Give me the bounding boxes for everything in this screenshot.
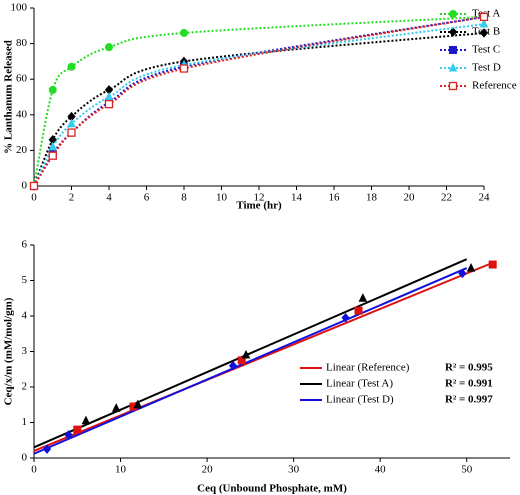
y-tick-label: 80	[16, 37, 28, 49]
marker	[228, 360, 238, 371]
fit-line	[33, 258, 468, 449]
x-tick-label: 40	[375, 464, 387, 476]
marker	[64, 430, 73, 440]
marker	[448, 27, 458, 37]
marker	[479, 12, 489, 22]
marker	[81, 415, 91, 425]
marker	[488, 260, 497, 269]
marker	[448, 62, 458, 72]
y-tick-label: 6	[22, 239, 28, 251]
x-tick-label: 8	[181, 192, 187, 204]
y-tick-label: 5	[22, 274, 28, 286]
x-tick-label: 12	[254, 192, 265, 204]
marker	[341, 313, 350, 323]
series-line	[33, 23, 485, 187]
x-tick-label: 14	[291, 192, 303, 204]
fit-line	[33, 267, 468, 455]
marker	[104, 99, 114, 109]
legend-label: Reference	[472, 80, 517, 92]
marker	[479, 28, 489, 38]
x-tick-label: 20	[404, 192, 416, 204]
y-axis-label: % Lanthanum Released	[3, 40, 15, 154]
marker	[179, 64, 189, 73]
marker	[358, 293, 368, 302]
r-squared: R² = 0.991	[445, 378, 493, 390]
marker	[448, 81, 458, 91]
marker	[48, 151, 57, 160]
marker	[73, 425, 82, 434]
marker	[29, 181, 39, 191]
legend-label: Test B	[472, 26, 500, 38]
series-line	[33, 15, 485, 187]
marker	[180, 28, 188, 37]
y-tick-label: 100	[11, 2, 28, 14]
marker	[133, 399, 143, 409]
r-squared: R² = 0.997	[445, 394, 493, 406]
x-tick-label: 20	[202, 464, 214, 476]
x-tick-label: 4	[106, 192, 112, 204]
y-tick-label: 40	[16, 108, 28, 120]
x-tick-label: 0	[31, 192, 37, 204]
x-tick-label: 18	[366, 192, 378, 204]
series-line	[33, 15, 485, 187]
y-tick-label: 2	[22, 381, 28, 393]
legend-label: Linear (Test D)	[326, 394, 394, 406]
marker	[466, 262, 476, 272]
marker	[105, 43, 113, 52]
x-axis-label: Ceq (Unbound Phosphate, mM)	[197, 483, 347, 495]
marker	[241, 349, 251, 359]
legend-label: Test D	[472, 62, 501, 74]
r-squared: R² = 0.995	[445, 362, 493, 374]
y-axis-label: Ceq/x/m (mM/mol/gm)	[3, 297, 15, 405]
marker	[354, 306, 363, 315]
y-tick-label: 60	[16, 73, 28, 85]
legend-label: Linear (Reference)	[326, 362, 410, 374]
x-tick-label: 10	[216, 192, 228, 204]
y-tick-label: 0	[22, 180, 28, 192]
x-tick-label: 6	[144, 192, 150, 204]
x-axis-label: Time (hr)	[236, 200, 282, 212]
marker	[42, 444, 52, 454]
x-tick-label: 2	[69, 192, 75, 204]
marker	[479, 18, 489, 28]
fit-line	[33, 261, 494, 452]
legend-label: Test C	[472, 44, 500, 56]
y-tick-label: 4	[22, 310, 28, 322]
x-tick-label: 22	[441, 192, 452, 204]
marker	[67, 62, 76, 71]
series-line	[33, 15, 485, 187]
x-tick-label: 10	[115, 464, 127, 476]
y-tick-label: 20	[16, 144, 28, 156]
x-tick-label: 30	[288, 464, 300, 476]
marker	[48, 141, 58, 151]
marker	[67, 118, 76, 128]
marker	[237, 356, 246, 365]
y-tick-label: 1	[22, 416, 28, 428]
marker	[111, 403, 121, 412]
marker	[449, 46, 457, 54]
marker	[458, 268, 467, 279]
y-tick-label: 3	[22, 345, 28, 357]
x-tick-label: 16	[329, 192, 341, 204]
y-tick-label: 0	[22, 452, 28, 464]
series-line	[33, 31, 485, 187]
x-tick-label: 50	[461, 464, 473, 476]
legend-label: Linear (Test A)	[326, 378, 393, 390]
marker	[67, 128, 76, 137]
x-tick-label: 0	[31, 464, 37, 476]
marker	[48, 85, 57, 94]
x-tick-label: 24	[479, 192, 491, 204]
marker	[449, 10, 457, 18]
